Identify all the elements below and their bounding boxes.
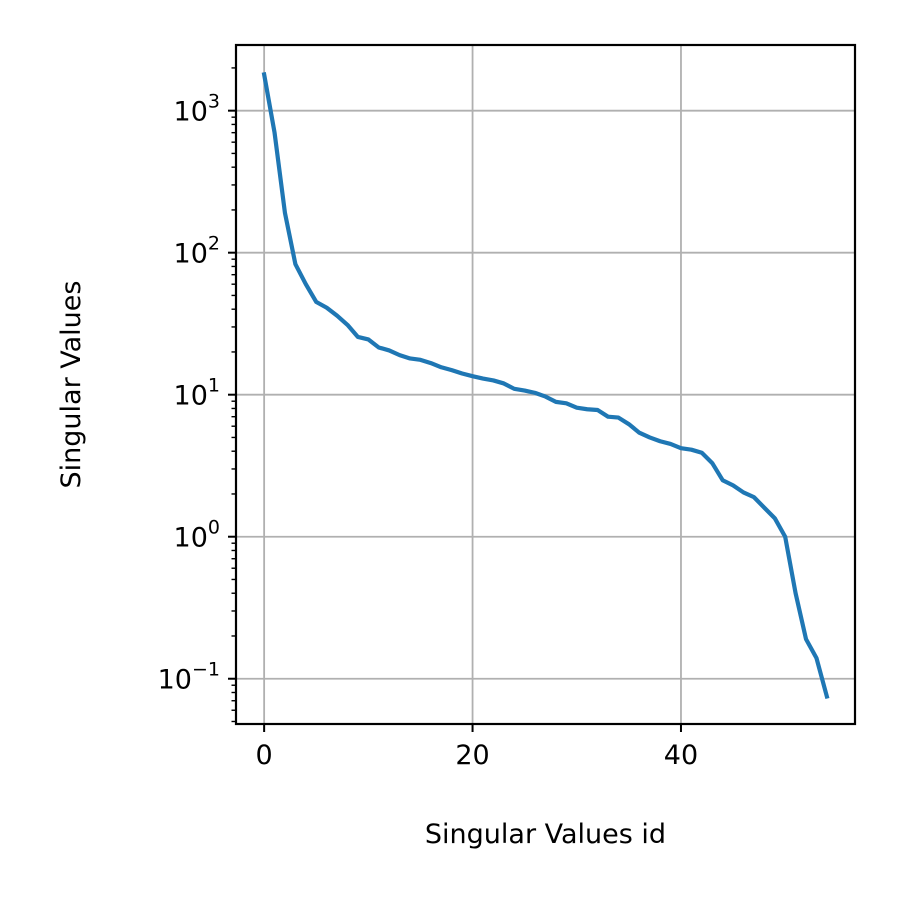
y-tick-label: 103 <box>174 91 220 128</box>
x-tick-label: 20 <box>455 740 489 771</box>
x-tick-label: 40 <box>664 740 698 771</box>
y-tick-label: 102 <box>174 233 220 270</box>
y-tick-label: 100 <box>174 517 220 554</box>
y-tick-label: 10−1 <box>158 659 220 696</box>
series-line <box>261 71 830 700</box>
plot-frame <box>234 43 857 726</box>
y-axis-label: Singular Values <box>56 281 87 489</box>
x-axis-label: Singular Values id <box>425 819 666 850</box>
series-layer <box>261 71 830 700</box>
y-tick-label: 101 <box>174 375 220 412</box>
x-tick-label: 0 <box>256 740 273 771</box>
ticks: 0 20 40 10−1 100 101 102 103 <box>158 67 698 771</box>
grid <box>236 45 855 724</box>
